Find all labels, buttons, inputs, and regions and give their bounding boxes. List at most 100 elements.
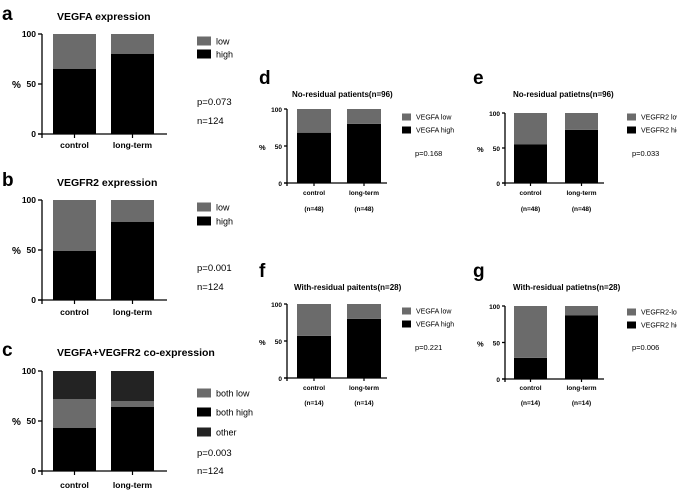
legend-label: VEGFA low: [416, 115, 452, 122]
panel-d: d No-residual patients(n=96) control (n=48)…: [259, 68, 454, 213]
stat-note: n=124: [197, 282, 224, 293]
bar-segment: [53, 428, 96, 471]
legend-swatch: [402, 320, 411, 328]
bar-segment: [565, 129, 598, 183]
legend-label: VEGFA high: [416, 128, 454, 135]
chart-title: VEGFA expression: [57, 11, 151, 23]
category-label: long-term: [567, 190, 597, 197]
stat-note: p=0.006: [632, 343, 659, 352]
bar-segment: [111, 401, 154, 407]
panel-c: c VEGFA+VEGFR2 co-expression control long-t…: [2, 340, 253, 490]
category-sublabel: (n=14): [354, 400, 373, 407]
category-sublabel: (n=14): [521, 400, 540, 407]
bar-segment: [347, 318, 381, 378]
stat-note: p=0.001: [197, 263, 232, 274]
bar-segment: [111, 407, 154, 471]
y-axis-label: %: [12, 417, 21, 428]
panel-b: b VEGFR2 expression control long-term 0 50 100…: [2, 170, 233, 317]
bar-segment: [297, 304, 331, 336]
legend-label: VEGFR2 high: [641, 323, 677, 330]
panel-letter: f: [259, 261, 266, 282]
category-label: control: [519, 190, 541, 197]
stat-note: p=0.073: [197, 97, 232, 108]
y-tick-label: 50: [275, 339, 283, 346]
legend-label: both high: [216, 408, 253, 418]
stat-note: p=0.033: [632, 149, 659, 158]
category-label: long-term: [349, 385, 379, 392]
chart-title: With-residual patietns(n=28): [513, 283, 621, 292]
legend-swatch: [627, 126, 636, 134]
bar-segment: [53, 200, 96, 251]
y-tick-label: 50: [27, 416, 37, 426]
legend-label: low: [216, 203, 230, 213]
panel-f: f With-residual paitents(n=28) control (n=1…: [259, 261, 454, 407]
panel-letter: b: [2, 170, 14, 191]
legend-swatch: [197, 49, 211, 59]
legend-swatch: [197, 202, 211, 212]
legend-swatch: [197, 36, 211, 46]
category-sublabel: (n=48): [572, 206, 591, 213]
bar-segment: [297, 132, 331, 183]
category-label: long-term: [113, 480, 153, 490]
bar-segment: [347, 109, 381, 124]
bar-segment: [111, 371, 154, 401]
category-label: control: [303, 385, 325, 392]
y-axis-label: %: [477, 340, 484, 349]
panel-letter: g: [473, 261, 485, 282]
legend-label: VEGFA high: [416, 322, 454, 329]
y-tick-label: 100: [22, 195, 36, 205]
panel-letter: c: [2, 340, 13, 361]
category-sublabel: (n=48): [304, 206, 323, 213]
y-tick-label: 0: [278, 376, 282, 383]
legend-swatch: [197, 388, 211, 398]
bar-segment: [347, 304, 381, 319]
y-tick-label: 0: [278, 181, 282, 188]
legend-swatch: [402, 307, 411, 315]
bar-segment: [297, 335, 331, 378]
bar-segment: [514, 306, 547, 358]
y-tick-label: 100: [489, 304, 500, 311]
bar-segment: [53, 399, 96, 428]
bar-segment: [514, 144, 547, 183]
y-tick-label: 100: [22, 29, 36, 39]
y-axis-label: %: [12, 80, 21, 91]
bar-segment: [111, 222, 154, 300]
bar-segment: [514, 357, 547, 379]
category-label: control: [519, 385, 541, 392]
bar-segment: [111, 200, 154, 222]
legend-label: high: [216, 50, 233, 60]
panel-g: g With-residual patietns(n=28) control (n=1…: [473, 261, 677, 407]
y-tick-label: 0: [496, 181, 500, 188]
bar-segment: [53, 251, 96, 300]
legend-swatch: [197, 427, 211, 437]
panel-letter: d: [259, 68, 271, 89]
legend-swatch: [627, 113, 636, 121]
bar-segment: [347, 123, 381, 183]
category-label: long-term: [567, 385, 597, 392]
legend-label: VEGFA low: [416, 309, 452, 316]
chart-title: No-residual patietns(n=96): [513, 90, 614, 99]
y-tick-label: 100: [271, 107, 282, 114]
y-axis-label: %: [477, 145, 484, 154]
y-axis-label: %: [259, 143, 266, 152]
bar-segment: [111, 54, 154, 134]
legend-label: low: [216, 37, 230, 47]
stat-note: n=124: [197, 466, 224, 477]
y-tick-label: 0: [31, 129, 36, 139]
stat-note: p=0.168: [415, 149, 442, 158]
chart-title: With-residual paitents(n=28): [294, 283, 402, 292]
category-sublabel: (n=48): [521, 206, 540, 213]
chart-title: VEGFA+VEGFR2 co-expression: [57, 347, 215, 359]
y-tick-label: 0: [31, 295, 36, 305]
panel-e: e No-residual patietns(n=96) control (n=48)…: [473, 68, 677, 213]
category-label: control: [60, 307, 89, 317]
bar-segment: [565, 306, 598, 316]
bar-segment: [53, 371, 96, 399]
panel-letter: e: [473, 68, 484, 89]
y-axis-label: %: [259, 338, 266, 347]
legend-swatch: [402, 126, 411, 134]
y-tick-label: 0: [496, 377, 500, 384]
bar-segment: [53, 69, 96, 134]
y-tick-label: 50: [27, 79, 37, 89]
